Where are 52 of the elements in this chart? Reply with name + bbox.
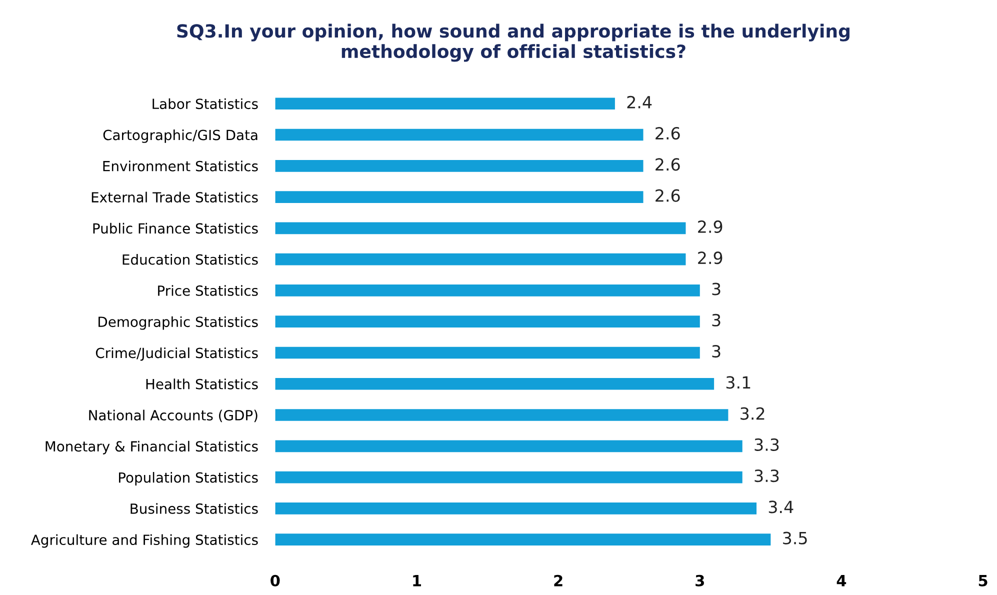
data-label: 2.6 xyxy=(656,189,680,202)
bar xyxy=(275,534,771,546)
bar xyxy=(275,346,700,359)
bar xyxy=(275,191,644,203)
bar xyxy=(275,378,714,390)
x-tick-label: 5 xyxy=(978,575,988,586)
bar xyxy=(275,316,700,328)
y-tick-label: External Trade Statistics xyxy=(92,192,258,203)
y-tick-label: Agriculture and Fishing Statistics xyxy=(31,534,258,548)
y-tick-label: Business Statistics xyxy=(130,503,258,514)
data-label: 3.1 xyxy=(726,376,750,389)
bar xyxy=(275,98,615,110)
y-tick-label: Price Statistics xyxy=(158,285,258,296)
bar xyxy=(275,222,686,234)
data-label: 2.6 xyxy=(656,158,680,171)
y-tick-label: Monetary & Financial Statistics xyxy=(46,440,258,454)
data-label: 3 xyxy=(712,344,720,358)
y-tick-label: Labor Statistics xyxy=(152,98,258,110)
data-label: 3 xyxy=(712,282,720,296)
chart-title: SQ3.In your opinion, how sound and appropriate is the underlying methodology of official statistics? xyxy=(177,24,850,62)
bar xyxy=(275,160,644,172)
bar xyxy=(275,128,644,141)
data-label: 3.5 xyxy=(783,532,807,544)
data-label: 3.3 xyxy=(754,438,779,451)
data-label: 2.4 xyxy=(627,96,652,108)
y-tick-label: Education Statistics xyxy=(122,254,258,265)
data-label: 2.6 xyxy=(656,126,680,140)
x-tick-label: 4 xyxy=(836,575,846,586)
y-tick-label: Demographic Statistics xyxy=(98,316,258,330)
y-tick-label: Public Finance Statistics xyxy=(93,222,258,234)
y-tick-label: National Accounts (GDP) xyxy=(89,410,258,422)
bar xyxy=(275,471,742,484)
bar xyxy=(275,253,686,266)
y-tick-label: Population Statistics xyxy=(119,472,258,486)
bar xyxy=(275,440,742,452)
data-label: 3.3 xyxy=(754,470,779,482)
bar xyxy=(275,502,757,514)
x-tick-label: 1 xyxy=(413,575,422,586)
data-label: 2.9 xyxy=(698,220,722,234)
bar xyxy=(275,284,700,296)
x-tick-label: 3 xyxy=(696,574,704,586)
data-label: 3.4 xyxy=(768,500,794,514)
y-tick-label: Environment Statistics xyxy=(103,160,258,172)
x-tick-label: 0 xyxy=(270,574,280,586)
bar xyxy=(275,409,728,421)
y-tick-label: Health Statistics xyxy=(146,378,258,390)
data-label: 2.9 xyxy=(698,252,722,264)
y-tick-label: Crime/Judicial Statistics xyxy=(96,347,258,361)
y-tick-label: Cartographic/GIS Data xyxy=(103,129,258,143)
x-tick-label: 2 xyxy=(554,574,562,586)
data-label: 3.2 xyxy=(740,407,764,420)
data-label: 3 xyxy=(712,314,720,326)
